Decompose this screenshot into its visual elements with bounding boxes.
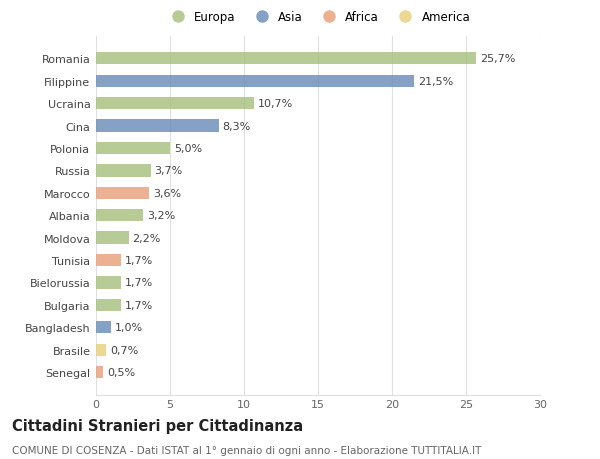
Bar (96, 210, 143, 222)
Text: 8,3%: 8,3% (223, 121, 251, 131)
Text: 1,0%: 1,0% (115, 323, 143, 333)
Bar (96, 98, 254, 110)
Bar (96, 277, 121, 289)
Text: 5,0%: 5,0% (174, 144, 202, 154)
Text: 0,7%: 0,7% (110, 345, 139, 355)
Text: 21,5%: 21,5% (418, 77, 453, 86)
Text: Cittadini Stranieri per Cittadinanza: Cittadini Stranieri per Cittadinanza (12, 418, 303, 433)
Text: 3,2%: 3,2% (147, 211, 175, 221)
Text: 3,7%: 3,7% (154, 166, 183, 176)
Bar (96, 321, 111, 334)
Legend: Europa, Asia, Africa, America: Europa, Asia, Africa, America (166, 11, 470, 24)
Text: 0,5%: 0,5% (107, 367, 135, 377)
Bar (96, 299, 121, 311)
Text: 2,2%: 2,2% (132, 233, 161, 243)
Text: 1,7%: 1,7% (125, 256, 153, 265)
Text: 1,7%: 1,7% (125, 300, 153, 310)
Bar (96, 53, 476, 65)
Bar (96, 187, 149, 200)
Text: 1,7%: 1,7% (125, 278, 153, 288)
Bar (96, 232, 128, 244)
Text: 25,7%: 25,7% (480, 54, 515, 64)
Text: COMUNE DI COSENZA - Dati ISTAT al 1° gennaio di ogni anno - Elaborazione TUTTITA: COMUNE DI COSENZA - Dati ISTAT al 1° gen… (12, 445, 481, 455)
Text: 3,6%: 3,6% (153, 188, 181, 198)
Bar (96, 366, 103, 379)
Bar (96, 344, 106, 356)
Bar (96, 120, 219, 132)
Bar (96, 165, 151, 177)
Text: 10,7%: 10,7% (258, 99, 293, 109)
Bar (96, 254, 121, 267)
Bar (96, 75, 414, 88)
Bar (96, 142, 170, 155)
